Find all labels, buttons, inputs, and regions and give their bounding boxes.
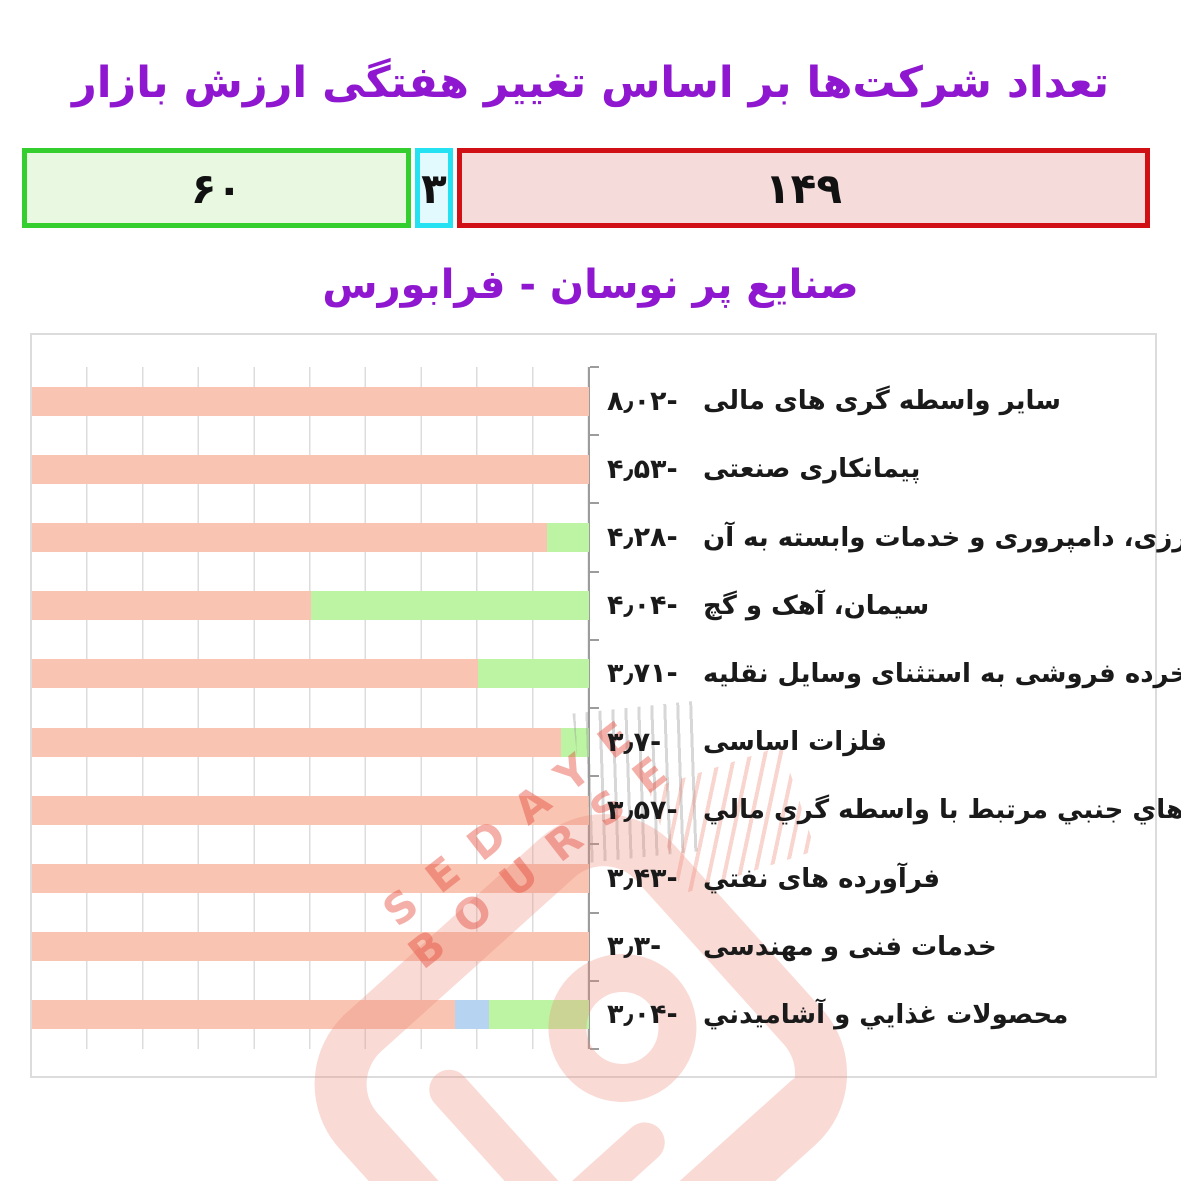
category-label: سیمان، آهک و گچ <box>703 590 930 621</box>
advanced-count-box: ۶۰ <box>22 148 411 228</box>
declined-segment <box>32 523 548 552</box>
category-label: فعالیت هاي جنبي مرتبط با واسطه گري مالي <box>703 795 1181 826</box>
value-label: ۳٫۵۷- <box>607 794 678 826</box>
unchanged-count: ۳ <box>421 163 447 213</box>
advanced-count: ۶۰ <box>190 163 243 213</box>
category-label: فرآورده های نفتي <box>703 863 941 894</box>
value-label: ۳٫۴۳- <box>607 863 678 894</box>
bar-row <box>32 386 589 416</box>
declined-segment <box>32 795 589 825</box>
declined-segment <box>32 659 478 689</box>
advanced-segment <box>310 591 589 621</box>
advanced-segment <box>561 727 589 757</box>
bar-label-row: ۴٫۰۴- سیمان، آهک و گچ <box>607 586 1149 626</box>
page-title: تعداد شرکت‌ها بر اساس تغییر هفتگی ارزش ب… <box>72 58 1109 108</box>
value-label: ۴٫۵۳- <box>607 453 678 485</box>
advanced-segment <box>488 1000 589 1030</box>
value-label: ۳٫۷- <box>607 726 662 758</box>
bar-label-row: ۳٫۷۱- خرده فروشی به استثنای وسایل نقلیه <box>607 654 1181 694</box>
axis-tick <box>590 707 599 709</box>
axis-tick <box>590 570 599 573</box>
declined-segment <box>32 386 589 416</box>
category-label: کشاورزی، دامپروری و خدمات وابسته به آن <box>703 522 1181 553</box>
value-label: ۴٫۲۸- <box>607 522 678 553</box>
axis-tick <box>590 434 599 437</box>
value-label: ۳٫۰۴- <box>607 999 678 1031</box>
category-label: فلزات اساسی <box>703 727 888 758</box>
value-label: ۴٫۰۴- <box>607 590 678 622</box>
bar-row <box>32 523 589 552</box>
bar-label-row: ۴٫۵۳- پیمانکاری صنعتی <box>607 449 1149 489</box>
axis-tick <box>590 775 599 778</box>
bar-row <box>32 727 589 757</box>
declined-segment <box>32 454 589 484</box>
bar-label-row: ۸٫۰۲- سایر واسطه گری های مالی <box>607 381 1149 421</box>
declined-segment <box>32 1000 456 1030</box>
axis-tick <box>590 638 599 641</box>
axis-tick <box>590 979 599 982</box>
bar-label-row: ۳٫۰۴- محصولات غذايي و آشاميدني <box>607 995 1149 1035</box>
bar-row <box>32 932 589 962</box>
category-label: پیمانکاری صنعتی <box>703 454 921 485</box>
chart-title: صنایع پر نوسان - فرابورس <box>322 262 859 308</box>
unchanged-segment <box>455 1000 489 1030</box>
bar-row <box>32 795 589 825</box>
axis-tick <box>590 911 599 914</box>
bar-label-row: ۳٫۴۳- فرآورده های نفتي <box>607 859 1149 899</box>
chart-area: ۸٫۰۲- سایر واسطه گری های مالی ۴٫۵۳- پیمانکا… <box>30 333 1181 1181</box>
bar-label-row: ۳٫۷- فلزات اساسی <box>607 722 1149 762</box>
unchanged-count-box: ۳ <box>415 148 453 228</box>
bar-row <box>32 591 589 621</box>
advanced-segment <box>477 659 589 689</box>
bar-row <box>32 864 589 893</box>
declined-segment <box>32 864 589 893</box>
category-axis-line <box>588 367 590 1049</box>
axis-tick <box>590 843 599 846</box>
category-label: خدمات فنی و مهندسی <box>703 931 997 962</box>
bar-label-row: ۳٫۵۷- فعالیت هاي جنبي مرتبط با واسطه گري … <box>607 790 1181 830</box>
bar-row <box>32 1000 589 1030</box>
declined-count: ۱۴۹ <box>765 163 842 213</box>
axis-tick <box>590 1048 599 1050</box>
category-label: خرده فروشی به استثنای وسایل نقلیه <box>703 658 1181 689</box>
summary-stacked-bar: ۶۰ ۳ ۱۴۹ <box>22 148 1150 228</box>
declined-segment <box>32 932 589 962</box>
declined-segment <box>32 727 562 757</box>
value-label: ۳٫۳- <box>607 931 662 963</box>
declined-count-box: ۱۴۹ <box>457 148 1150 228</box>
value-label: ۳٫۷۱- <box>607 658 678 690</box>
bar-row <box>32 659 589 689</box>
category-label: سایر واسطه گری های مالی <box>703 386 1061 417</box>
axis-tick <box>590 366 599 368</box>
bar-label-row: ۳٫۳- خدمات فنی و مهندسی <box>607 927 1149 967</box>
advanced-segment <box>547 523 589 552</box>
value-label: ۸٫۰۲- <box>607 385 678 417</box>
declined-segment <box>32 591 311 621</box>
bar-row <box>32 454 589 484</box>
bar-label-row: ۴٫۲۸- کشاورزی، دامپروری و خدمات وابسته به… <box>607 518 1181 558</box>
category-label: محصولات غذايي و آشاميدني <box>703 999 1069 1030</box>
axis-tick <box>590 502 599 505</box>
